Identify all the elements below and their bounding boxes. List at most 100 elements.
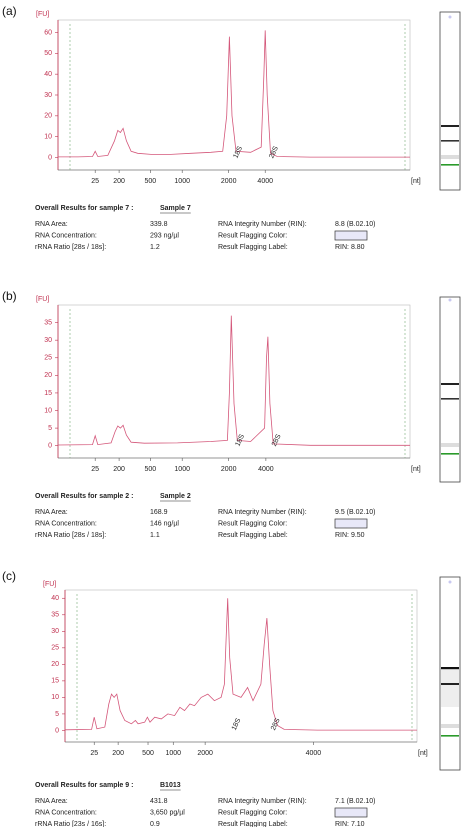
y-tick-label: 30 [44,92,52,99]
x-tick-label: 4000 [257,178,273,185]
x-tick-label: 4000 [306,750,322,757]
x-tick-label: 500 [144,178,156,185]
y-tick-label: 30 [51,628,59,635]
y-axis-label: [FU] [43,581,56,588]
panel-label: (b) [2,289,17,303]
result-cell: Result Flagging Color: [218,232,287,239]
y-tick-label: 5 [55,711,59,718]
result-cell: 8.8 (B.02.10) [335,221,375,228]
gel-lane [439,296,461,483]
x-tick-label: 1000 [165,750,181,757]
peak-annotation: 28S [271,433,283,448]
plot-frame [64,589,418,743]
sample-name: B1013 [160,782,181,789]
x-axis-label: [nt] [411,178,421,185]
gel-lane [439,11,461,191]
y-tick-label: 0 [48,443,52,450]
result-cell: 339.8 [150,221,168,228]
y-tick-label: 5 [48,425,52,432]
x-tick-label: 500 [144,466,156,473]
flag-color [334,807,368,818]
result-cell: 1.2 [150,244,160,251]
x-tick-label: 25 [91,466,99,473]
x-tick-label: 200 [112,750,124,757]
y-tick-label: 40 [51,595,59,602]
result-cell: RIN: 8.80 [335,244,365,251]
result-cell: 9.5 (B.02.10) [335,509,375,516]
x-tick-label: 200 [113,466,125,473]
x-tick-label: 1000 [174,178,190,185]
result-cell: Result Flagging Color: [218,520,287,527]
y-tick-label: 15 [51,678,59,685]
y-tick-label: 0 [55,727,59,734]
y-tick-label: 20 [44,372,52,379]
y-tick-label: 40 [44,71,52,78]
result-cell: rRNA Ratio [23s / 16s]: [35,821,106,827]
peak-annotation: 18S [232,145,244,160]
result-cell: RNA Area: [35,221,68,228]
result-cell: RNA Concentration: [35,520,97,527]
result-cell: RNA Integrity Number (RIN): [218,509,307,516]
y-tick-label: 0 [48,154,52,161]
result-cell: RNA Integrity Number (RIN): [218,798,307,805]
y-tick-label: 25 [44,355,52,362]
flag-color [334,230,368,241]
result-cell: RIN: 9.50 [335,532,365,539]
result-cell: RNA Concentration: [35,809,97,816]
x-tick-label: 2000 [197,750,213,757]
x-tick-label: 2000 [221,466,237,473]
x-tick-label: 25 [90,750,98,757]
y-tick-label: 10 [44,407,52,414]
peak-annotation: 28S [270,717,282,732]
result-cell: RIN: 7.10 [335,821,365,827]
result-cell: RNA Integrity Number (RIN): [218,221,307,228]
trace [58,30,410,158]
result-cell: Result Flagging Label: [218,244,288,251]
result-cell: RNA Area: [35,798,68,805]
result-cell: 0.9 [150,821,160,827]
result-cell: 168.9 [150,509,168,516]
x-tick-label: 500 [142,750,154,757]
trace [64,598,417,731]
plot-frame [57,304,411,459]
y-axis-label: [FU] [36,296,49,303]
y-tick-label: 15 [44,390,52,397]
flag-color [334,518,368,529]
plot-frame [57,19,411,171]
result-cell: 3,650 pg/µl [150,809,185,816]
panel-label: (a) [2,4,17,18]
x-tick-label: 1000 [174,466,190,473]
y-tick-label: 25 [51,645,59,652]
result-cell: Result Flagging Label: [218,821,288,827]
peak-annotation: 18S [231,717,243,732]
y-tick-label: 50 [44,50,52,57]
x-axis-label: [nt] [418,750,428,757]
peak-annotation: 28S [268,145,280,160]
x-tick-label: 4000 [258,466,274,473]
y-tick-label: 30 [44,337,52,344]
y-tick-label: 35 [44,319,52,326]
x-tick-label: 2000 [221,178,237,185]
result-cell: 146 ng/µl [150,520,179,527]
gel-lane [439,576,461,771]
result-cell: 1.1 [150,532,160,539]
result-cell: 293 ng/µl [150,232,179,239]
y-tick-label: 20 [44,113,52,120]
y-axis-label: [FU] [36,11,49,18]
result-cell: RNA Concentration: [35,232,97,239]
result-cell: rRNA Ratio [28s / 18s]: [35,244,106,251]
result-cell: RNA Area: [35,509,68,516]
y-tick-label: 10 [51,694,59,701]
sample-name: Sample 2 [160,493,191,500]
x-axis-label: [nt] [411,466,421,473]
x-tick-label: 200 [113,178,125,185]
panel-label: (c) [2,569,16,583]
results-title: Overall Results for sample 2 : [35,493,133,500]
peak-annotation: 18S [234,433,246,448]
sample-name: Sample 7 [160,205,191,212]
y-tick-label: 35 [51,612,59,619]
x-tick-label: 25 [91,178,99,185]
results-title: Overall Results for sample 7 : [35,205,133,212]
trace [57,315,410,446]
